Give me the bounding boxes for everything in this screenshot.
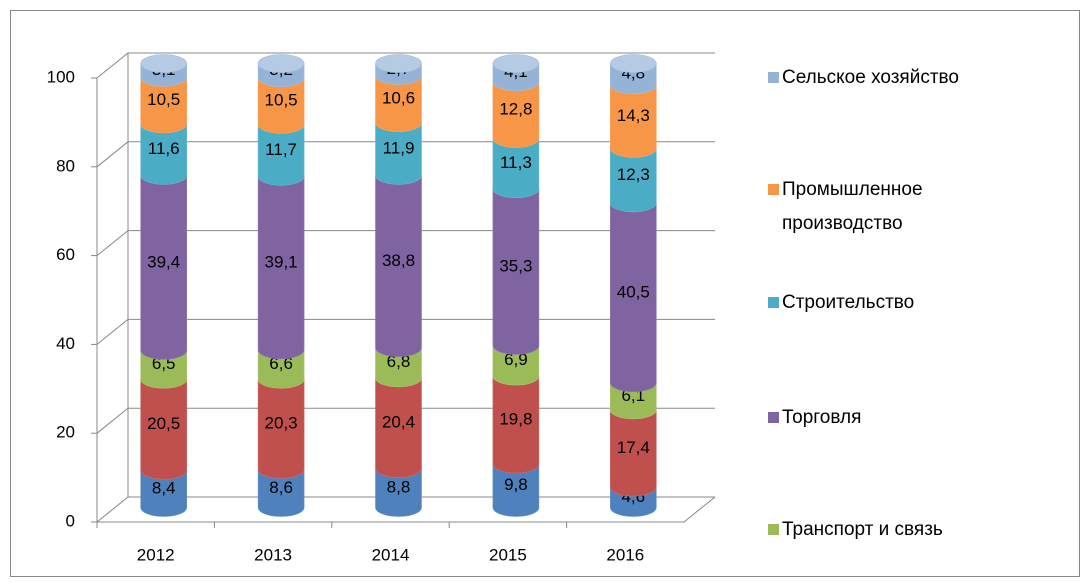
legend-swatch — [768, 72, 779, 83]
legend-label: Промышленное производство — [782, 179, 923, 234]
y-tick-label: 60 — [56, 245, 75, 264]
data-label: 17,4 — [617, 438, 650, 457]
data-label: 10,6 — [382, 89, 415, 108]
data-label: 8,8 — [387, 477, 411, 496]
data-label: 38,8 — [382, 251, 415, 270]
legend-entry: Сельское хозяйство — [782, 67, 959, 88]
data-label: 6,9 — [504, 350, 528, 369]
chart-border — [10, 10, 1080, 577]
legend-entry: Строительство — [782, 292, 915, 313]
legend-swatch — [768, 412, 779, 423]
bar-top — [140, 54, 187, 73]
data-label: 20,5 — [147, 414, 180, 433]
data-label: 9,8 — [504, 475, 528, 494]
data-label: 10,5 — [147, 90, 180, 109]
data-label: 40,5 — [617, 282, 650, 301]
x-tick-label: 2012 — [137, 545, 175, 564]
y-tick-label: 0 — [66, 511, 75, 530]
data-label: 12,8 — [499, 100, 532, 119]
legend-swatch — [768, 184, 779, 195]
data-label: 39,4 — [147, 252, 180, 271]
legend-entry: Транспорт и связь — [782, 519, 943, 540]
data-label: 11,7 — [265, 140, 297, 159]
bar-top — [609, 54, 657, 73]
legend-swatch — [768, 297, 779, 308]
data-label: 11,3 — [500, 153, 532, 172]
grid-line — [96, 52, 715, 79]
data-label: 11,9 — [383, 138, 415, 157]
y-tick-label: 100 — [47, 67, 75, 86]
y-tick-label: 20 — [56, 423, 75, 442]
data-label: 11,6 — [148, 139, 180, 158]
legend-label: Транспорт и связь — [782, 519, 943, 540]
legend-label: Сельское хозяйство — [782, 67, 959, 88]
data-label: 39,1 — [265, 253, 298, 272]
data-label: 14,3 — [617, 106, 650, 125]
legend-entry: Торговля — [782, 407, 862, 428]
data-label: 8,6 — [269, 478, 293, 497]
data-label: 19,8 — [499, 410, 532, 429]
x-tick-label: 2016 — [606, 545, 644, 564]
x-tick-label: 2015 — [489, 545, 527, 564]
legend-label: Торговля — [782, 407, 862, 428]
legend-label: Строительство — [782, 292, 915, 313]
data-label: 35,3 — [499, 257, 532, 276]
bar-top — [492, 54, 540, 73]
bar-top — [375, 54, 422, 73]
data-label: 20,4 — [382, 413, 415, 432]
legend-entry: Промышленное производство — [782, 179, 923, 234]
y-tick-label: 80 — [56, 156, 75, 175]
data-label: 12,3 — [617, 165, 650, 184]
x-tick-label: 2014 — [372, 545, 410, 564]
y-tick-label: 40 — [56, 334, 75, 353]
data-label: 6,8 — [387, 352, 411, 371]
data-label: 20,3 — [265, 414, 298, 433]
legend-swatch — [768, 524, 779, 535]
data-label: 8,4 — [152, 478, 176, 497]
bar-top — [257, 54, 305, 73]
floor — [97, 496, 716, 523]
x-tick-label: 2013 — [254, 545, 292, 564]
data-label: 10,5 — [265, 91, 298, 110]
